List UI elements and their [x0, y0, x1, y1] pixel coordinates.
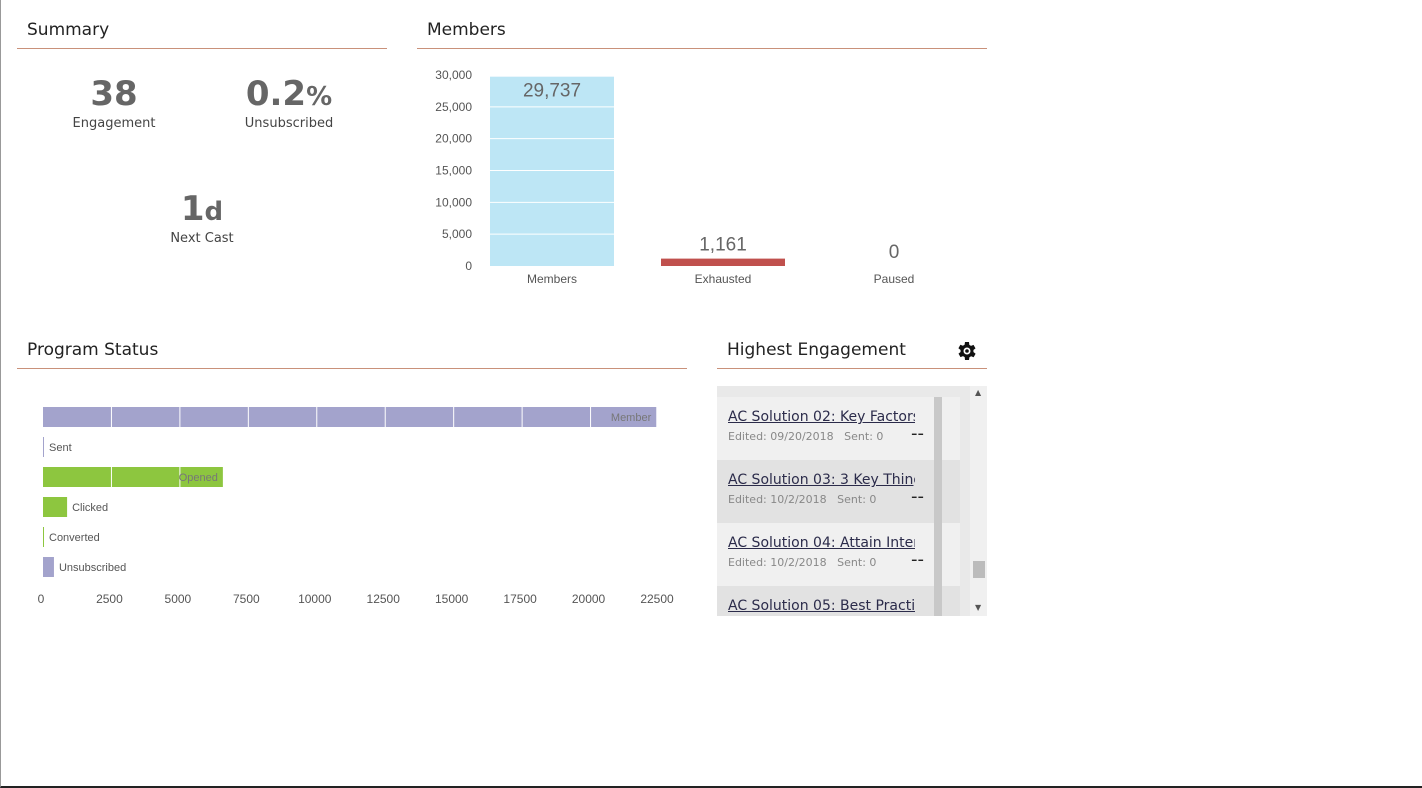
highest-engagement-list[interactable]: AC Solution 02: Key Factors in Edited: 0… [717, 386, 987, 616]
item-edited: Edited: 09/20/2018 [728, 430, 834, 443]
engagement-label: Engagement [72, 116, 156, 131]
bar-member [43, 407, 657, 427]
engagement-value: 38 [90, 74, 138, 114]
value-label: 0 [889, 242, 900, 263]
x-tick-label: 0 [38, 592, 45, 606]
item-title-link[interactable]: AC Solution 02: Key Factors in [728, 409, 915, 425]
bar-label: Clicked [72, 502, 108, 514]
program-status-title: Program Status [17, 340, 687, 369]
x-tick-label: 2500 [96, 592, 123, 606]
item-side-bar [934, 397, 942, 460]
gear-icon[interactable] [954, 339, 978, 363]
item-meta: Edited: 10/2/2018 Sent: 0 [728, 556, 960, 569]
engagement-stat: 38 Engagement [54, 74, 174, 131]
bar-label: Unsubscribed [59, 562, 126, 574]
next-cast-value: 1 [180, 189, 205, 229]
scroll-thumb[interactable] [973, 561, 985, 578]
unsubscribed-value: 0.2 [245, 74, 307, 114]
value-label: 29,737 [523, 81, 581, 102]
item-title-link[interactable]: AC Solution 04: Attain Interop [728, 535, 915, 551]
item-meta: Edited: 10/2/2018 Sent: 0 [728, 493, 960, 506]
summary-title: Summary [17, 20, 387, 49]
unsubscribed-label: Unsubscribed [244, 116, 334, 131]
x-tick-label: 7500 [233, 592, 260, 606]
category-label: Exhausted [695, 272, 752, 286]
item-edited: Edited: 10/2/2018 [728, 493, 827, 506]
item-sent: Sent: 0 [844, 430, 884, 443]
list-item: AC Solution 04: Attain Interop Edited: 1… [717, 523, 960, 586]
bar-label: Sent [49, 442, 72, 454]
item-score: -- [911, 549, 924, 570]
next-cast-unit: d [204, 197, 224, 227]
y-tick-label: 15,000 [435, 164, 472, 178]
y-tick-label: 5,000 [442, 227, 472, 241]
item-score: -- [911, 423, 924, 444]
bar-members [490, 76, 614, 266]
bar-label: Converted [49, 532, 100, 544]
x-tick-label: 22500 [640, 592, 674, 606]
scrollbar[interactable]: ▲ ▼ [970, 386, 987, 616]
scroll-up-icon[interactable]: ▲ [975, 388, 982, 397]
item-score: -- [911, 486, 924, 507]
bar-unsubscribed [43, 557, 54, 577]
y-tick-label: 20,000 [435, 132, 472, 146]
item-title-link[interactable]: AC Solution 05: Best Practices [728, 598, 915, 614]
list-item: AC Solution 03: 3 Key Things Edited: 10/… [717, 460, 960, 523]
item-side-bar [934, 586, 942, 616]
item-side-bar [934, 460, 942, 523]
item-sent: Sent: 0 [837, 556, 877, 569]
bar-opened [43, 467, 223, 487]
y-tick-label: 10,000 [435, 195, 472, 209]
y-tick-label: 25,000 [435, 100, 472, 114]
list-item: AC Solution 02: Key Factors in Edited: 0… [717, 397, 960, 460]
bar-label: Opened [179, 472, 218, 484]
bar-label: Member [611, 412, 652, 424]
x-tick-label: 12500 [367, 592, 401, 606]
y-tick-label: 0 [465, 259, 472, 273]
bar-sent [43, 437, 44, 457]
item-side-bar [934, 523, 942, 586]
category-label: Members [527, 272, 577, 286]
unsubscribed-unit: % [306, 82, 333, 112]
value-label: 1,161 [699, 235, 747, 256]
item-edited: Edited: 10/2/2018 [728, 556, 827, 569]
item-meta: Edited: 09/20/2018 Sent: 0 [728, 430, 960, 443]
category-label: Paused [874, 272, 915, 286]
highest-engagement-title: Highest Engagement [717, 340, 987, 369]
x-tick-label: 17500 [503, 592, 537, 606]
list-item: AC Solution 05: Best Practices [717, 586, 960, 616]
x-tick-label: 15000 [435, 592, 469, 606]
unsubscribed-stat: 0.2% Unsubscribed [219, 74, 359, 131]
item-title-link[interactable]: AC Solution 03: 3 Key Things [728, 472, 915, 488]
x-tick-label: 20000 [572, 592, 606, 606]
scroll-down-icon[interactable]: ▼ [975, 603, 982, 612]
members-title: Members [417, 20, 987, 49]
bar-converted [43, 527, 44, 547]
y-tick-label: 30,000 [435, 68, 472, 82]
bar-exhausted [661, 258, 785, 266]
next-cast-stat: 1d Next Cast [142, 189, 262, 246]
x-tick-label: 10000 [298, 592, 332, 606]
x-tick-label: 5000 [165, 592, 192, 606]
bar-clicked [43, 497, 68, 517]
next-cast-label: Next Cast [170, 231, 234, 246]
item-sent: Sent: 0 [837, 493, 877, 506]
